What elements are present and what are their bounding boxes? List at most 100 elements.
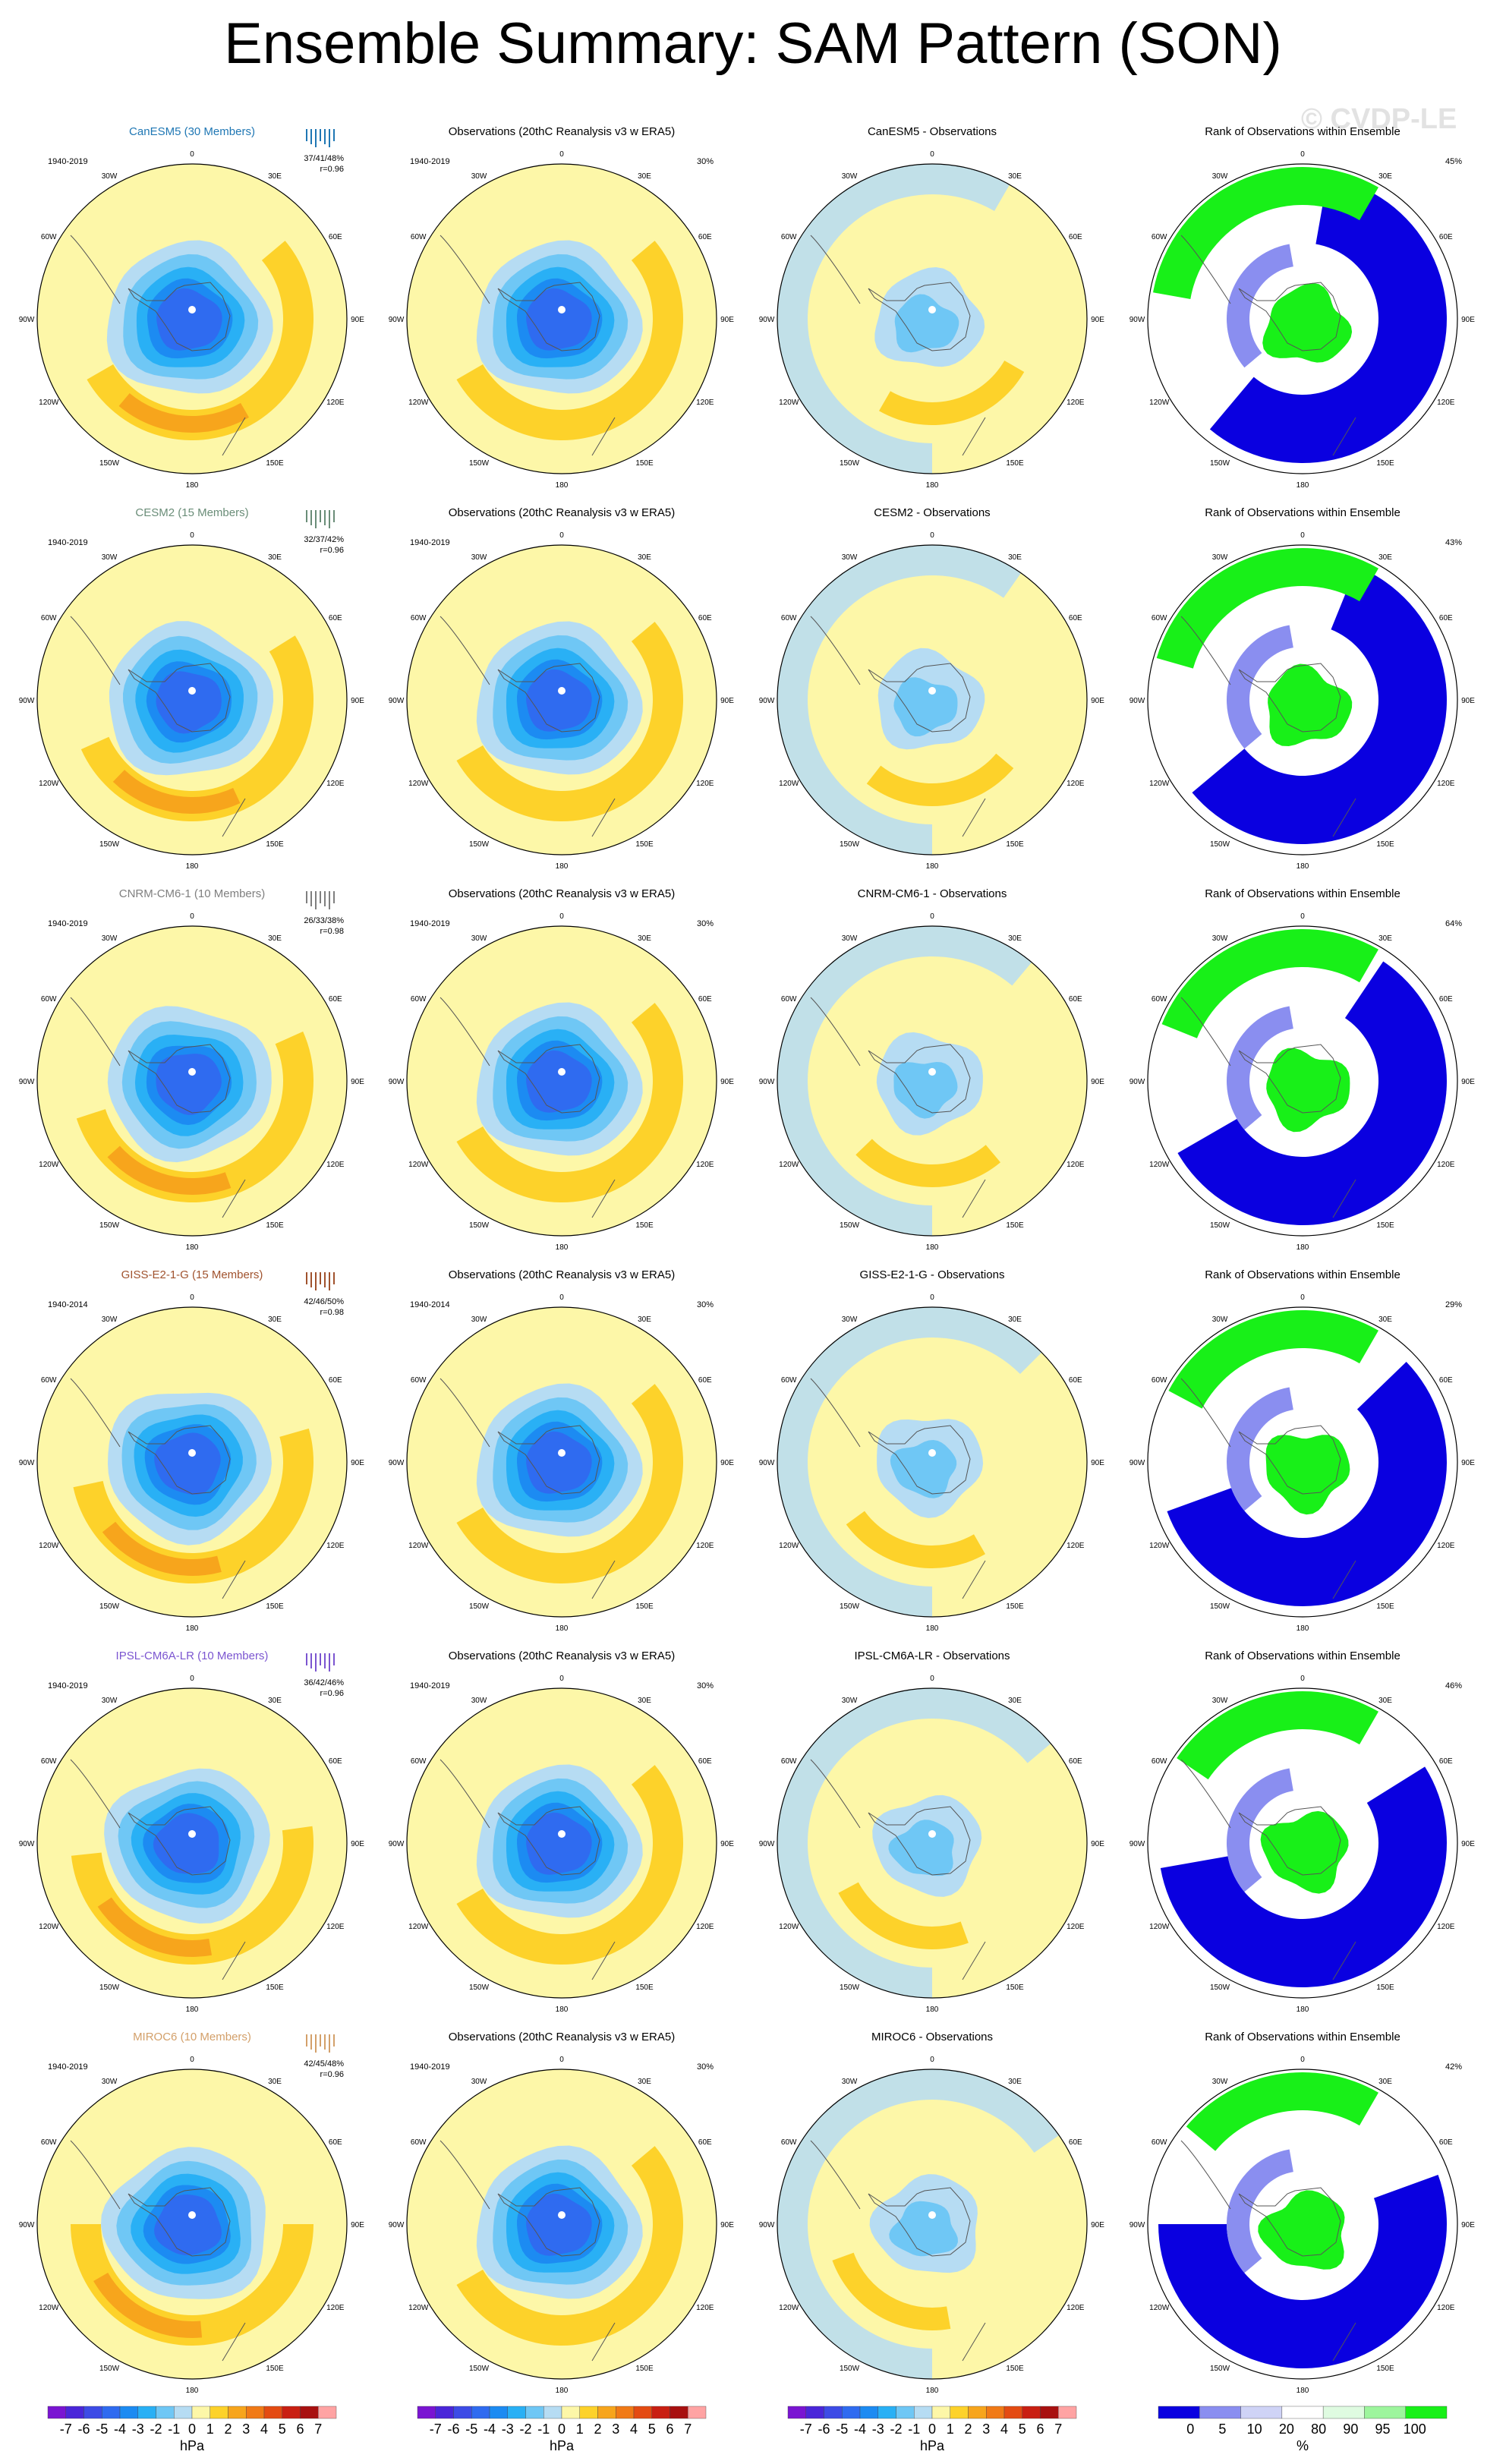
lon-label: 60E	[1439, 1376, 1453, 1385]
lon-label: 60W	[1152, 233, 1167, 241]
map-boundary	[36, 925, 348, 1237]
colorbar-swatch	[1040, 2406, 1059, 2419]
negative-anomaly	[153, 1813, 219, 1874]
lon-label: 60E	[1439, 2138, 1453, 2147]
colorbar-swatch	[597, 2406, 616, 2419]
lon-label: 90W	[759, 1078, 775, 1086]
pole-marker	[188, 2211, 196, 2219]
lon-label: 30W	[1212, 934, 1228, 943]
lon-label: 90W	[1130, 697, 1145, 705]
colorbar-swatch	[787, 2406, 806, 2419]
colorbar-swatch	[896, 2406, 915, 2419]
rank-pct-label: 64%	[1445, 919, 1462, 928]
lon-label: 60E	[329, 995, 342, 1004]
colorbar-tick-label: 4	[260, 2421, 268, 2437]
colorbar-tick-label: -1	[168, 2421, 180, 2437]
lon-label: 90E	[351, 2221, 364, 2229]
member-spread-tick	[315, 2034, 317, 2053]
new-zealand-coast	[962, 1560, 986, 1599]
member-spread-tick	[320, 2034, 321, 2047]
panel-rank: Rank of Observations within Ensemble 42% 0…	[1130, 2031, 1476, 2395]
lon-label: 150E	[266, 459, 284, 468]
lon-label: 60E	[1069, 614, 1082, 622]
pole-marker	[188, 306, 196, 314]
lon-label: 90W	[389, 1459, 405, 1467]
rank-high	[1268, 663, 1353, 746]
lon-label: 120W	[39, 1161, 59, 1169]
lon-label: 90E	[1461, 2221, 1475, 2229]
lon-label: 60W	[411, 2138, 427, 2147]
obs-title: Observations (20thC Reanalysis v3 w ERA5…	[449, 2031, 675, 2043]
new-zealand-coast	[222, 1179, 246, 1218]
member-spread-tick	[329, 1653, 330, 1672]
new-zealand-coast	[962, 2322, 986, 2362]
lon-label: 30E	[638, 1315, 651, 1324]
period-label: 1940-2019	[410, 538, 450, 547]
colorbar-swatch	[1240, 2406, 1283, 2419]
lon-label: 150W	[840, 1221, 860, 1230]
watermark: © CVDP-LE	[1301, 103, 1457, 135]
south-america-coast	[810, 1759, 861, 1829]
lon-label: 90W	[1130, 316, 1145, 324]
lon-label: 90E	[1461, 1840, 1475, 1848]
lon-label: 120E	[1437, 2304, 1455, 2312]
colorbar-tick-label: 3	[242, 2421, 250, 2437]
colorbar-tick-label: 3	[612, 2421, 619, 2437]
lon-label: 90W	[19, 1840, 35, 1848]
lon-label: 90E	[351, 697, 364, 705]
lon-label: 120E	[696, 780, 714, 788]
lon-label: 30E	[268, 1697, 282, 1705]
colorbar-tick-label: -3	[502, 2421, 514, 2437]
lon-label: 90E	[351, 1840, 364, 1848]
lon-label: 120W	[779, 1923, 799, 1931]
colorbar-swatch	[1022, 2406, 1041, 2419]
new-zealand-coast	[962, 1179, 986, 1218]
lon-label: 30W	[102, 553, 118, 562]
lon-label: 30W	[471, 934, 487, 943]
lon-label: 150W	[469, 1602, 490, 1611]
lon-label: 180	[556, 2387, 569, 2395]
colorbar-swatch	[543, 2406, 562, 2419]
colorbar-tick-label: 0	[188, 2421, 196, 2437]
colorbar-swatch	[1322, 2406, 1365, 2419]
lon-label: 120W	[779, 780, 799, 788]
colorbar-swatch	[525, 2406, 544, 2419]
lon-label: 60E	[1439, 995, 1453, 1004]
lon-label: 120W	[1149, 399, 1170, 407]
member-spread-tick	[320, 891, 321, 903]
lon-label: 90E	[1461, 1459, 1475, 1467]
colorbar-swatch	[877, 2406, 896, 2419]
map-boundary	[1147, 1306, 1458, 1618]
colorbar-tick-label: 5	[1019, 2421, 1026, 2437]
lon-label: 0	[559, 2056, 564, 2064]
pole-marker	[558, 1449, 566, 1457]
rank-high	[1265, 1435, 1350, 1515]
map-boundary	[777, 163, 1088, 474]
lon-label: 90W	[1130, 2221, 1145, 2229]
lon-label: 120E	[696, 399, 714, 407]
lon-label: 0	[1300, 1293, 1305, 1302]
member-spread-tick	[333, 1653, 335, 1665]
map-boundary	[777, 1687, 1088, 1999]
member-spread-tick	[310, 2034, 312, 2050]
colorbar-swatch	[228, 2406, 247, 2419]
lon-label: 120W	[408, 1923, 429, 1931]
negative-anomaly	[889, 2201, 958, 2257]
panel-observations: Observations (20thC Reanalysis v3 w ERA5…	[389, 1649, 735, 2014]
lon-label: 120E	[1437, 780, 1455, 788]
lon-label: 90W	[1130, 1459, 1145, 1467]
positive-anomaly	[855, 1139, 1000, 1187]
positive-anomaly	[832, 2252, 951, 2330]
lon-label: 60E	[1069, 1376, 1082, 1385]
lon-label: 120E	[326, 780, 345, 788]
lon-label: 60E	[698, 1376, 712, 1385]
south-america-coast	[70, 1759, 121, 1829]
colorbar-swatch	[489, 2406, 508, 2419]
period-label: 1940-2014	[410, 1300, 450, 1309]
period-label: 1940-2019	[410, 919, 450, 928]
rank-title: Rank of Observations within Ensemble	[1205, 1268, 1400, 1281]
lon-label: 180	[926, 1243, 939, 1252]
rank-high	[1262, 282, 1353, 363]
colorbar-swatch	[507, 2406, 526, 2419]
colorbar-tick-label: 0	[558, 2421, 566, 2437]
